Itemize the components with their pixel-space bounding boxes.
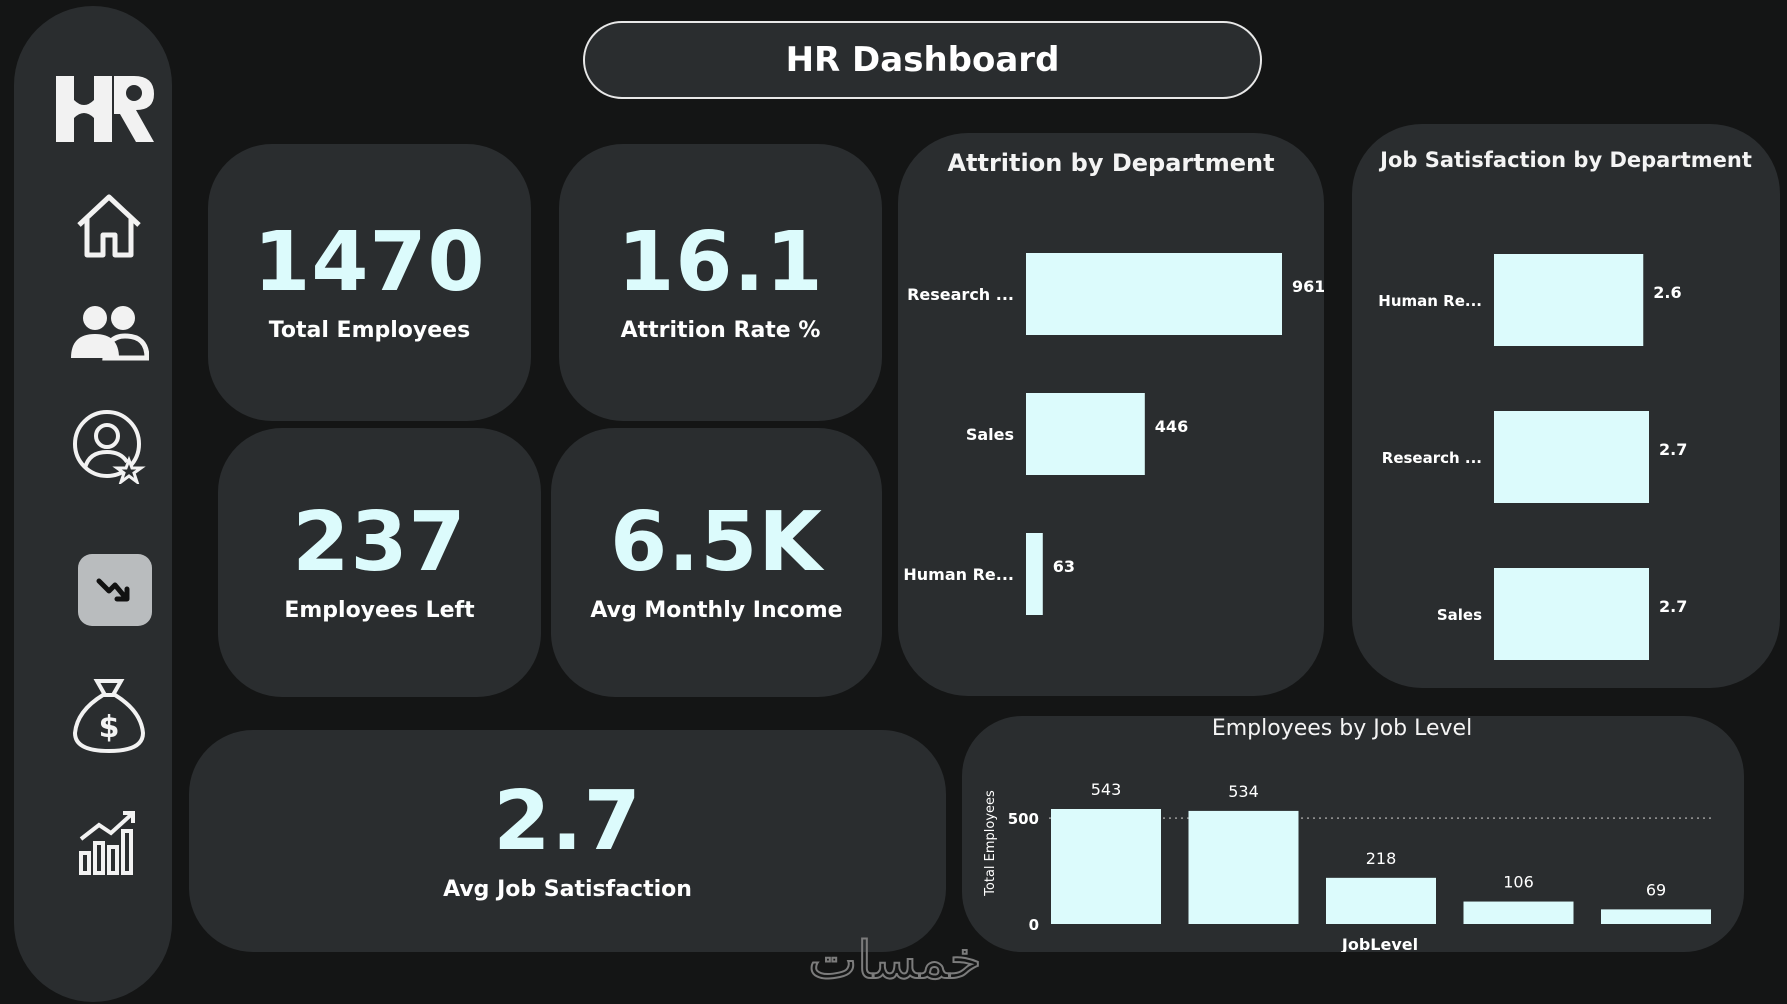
kpi-label: Avg Job Satisfaction (443, 876, 692, 902)
kpi-label: Employees Left (284, 598, 475, 623)
kpi-avg-job-satisfaction: 2.7 Avg Job Satisfaction (189, 730, 946, 952)
y-tick-label: 500 (1008, 810, 1039, 828)
data-label: 534 (1228, 782, 1259, 801)
kpi-label: Attrition Rate % (620, 318, 821, 343)
kpi-label: Total Employees (268, 318, 471, 343)
category-label: Research ... (907, 285, 1014, 304)
bar (1494, 568, 1649, 660)
kpi-employees-left: 237 Employees Left (218, 428, 541, 697)
home-icon[interactable] (64, 186, 154, 266)
kpi-avg-monthly-income: 6.5K Avg Monthly Income (551, 428, 882, 697)
kpi-value: 237 (292, 495, 467, 590)
data-label: 2.7 (1659, 440, 1687, 459)
data-label: 218 (1366, 849, 1397, 868)
data-label: 543 (1091, 780, 1122, 799)
category-label: Sales (966, 425, 1014, 444)
kpi-value: 6.5K (610, 495, 823, 590)
bar (1326, 877, 1436, 924)
watermark-logo: خمسات (780, 930, 1010, 992)
growth-chart-icon[interactable] (64, 802, 154, 882)
kpi-total-employees: 1470 Total Employees (208, 144, 531, 421)
data-label: 69 (1646, 880, 1666, 899)
satisfaction-bars: Human Re... 2.6 Research ... 2.7 Sales 2.7 (1378, 254, 1687, 660)
kpi-value: 1470 (253, 215, 486, 310)
bar (1026, 253, 1282, 335)
attrition-by-department-chart: Attrition by Department Research ... 961 S… (898, 133, 1324, 696)
chart-title: Job Satisfaction by Department (1380, 148, 1752, 172)
bar (1026, 393, 1145, 475)
category-label: Human Re... (903, 565, 1014, 584)
bar (1494, 254, 1644, 346)
category-label: Human Re... (1378, 292, 1482, 310)
bar (1601, 909, 1711, 924)
money-bag-icon[interactable]: $ (64, 676, 154, 756)
kpi-value: 2.7 (493, 773, 642, 869)
chart-title: Employees by Job Level (1211, 716, 1473, 741)
employees-by-job-level-chart: Employees by Job Level 0 500 543 534 218 106 6… (962, 716, 1744, 952)
sidebar: $ (14, 6, 172, 1002)
users-icon[interactable] (64, 292, 154, 372)
attrition-bars: Research ... 961 Sales 446 Human Re... 63 (903, 253, 1324, 615)
svg-text:خمسات: خمسات (808, 931, 981, 990)
category-label: Research ... (1382, 449, 1482, 467)
bar (1463, 901, 1574, 924)
data-label: 2.6 (1653, 283, 1681, 302)
data-label: 446 (1155, 417, 1188, 436)
bar (1188, 810, 1299, 924)
kpi-attrition-rate: 16.1 Attrition Rate % (559, 144, 882, 421)
x-axis-label: JobLevel (1341, 935, 1418, 952)
data-label: 961 (1292, 277, 1324, 296)
data-label: 63 (1053, 557, 1075, 576)
data-label: 2.7 (1659, 597, 1687, 616)
trend-down-icon[interactable] (78, 554, 152, 626)
y-axis-label: Total Employees (983, 790, 998, 897)
kpi-label: Avg Monthly Income (590, 598, 843, 623)
data-label: 106 (1503, 873, 1534, 892)
job-level-bars: 0 500 543 534 218 106 69 JobLevel Total Employee… (983, 780, 1712, 952)
dashboard-title: HR Dashboard (583, 21, 1262, 99)
bar (1494, 411, 1649, 503)
hr-logo (54, 74, 156, 144)
y-tick-label: 0 (1029, 916, 1039, 934)
job-satisfaction-by-department-chart: Job Satisfaction by Department Human Re.… (1352, 124, 1780, 688)
kpi-value: 16.1 (617, 215, 824, 310)
category-label: Sales (1437, 606, 1482, 624)
svg-text:$: $ (99, 710, 120, 745)
user-star-icon[interactable] (64, 406, 154, 486)
bar (1051, 809, 1161, 924)
chart-title: Attrition by Department (947, 149, 1275, 177)
bar (1026, 533, 1043, 615)
